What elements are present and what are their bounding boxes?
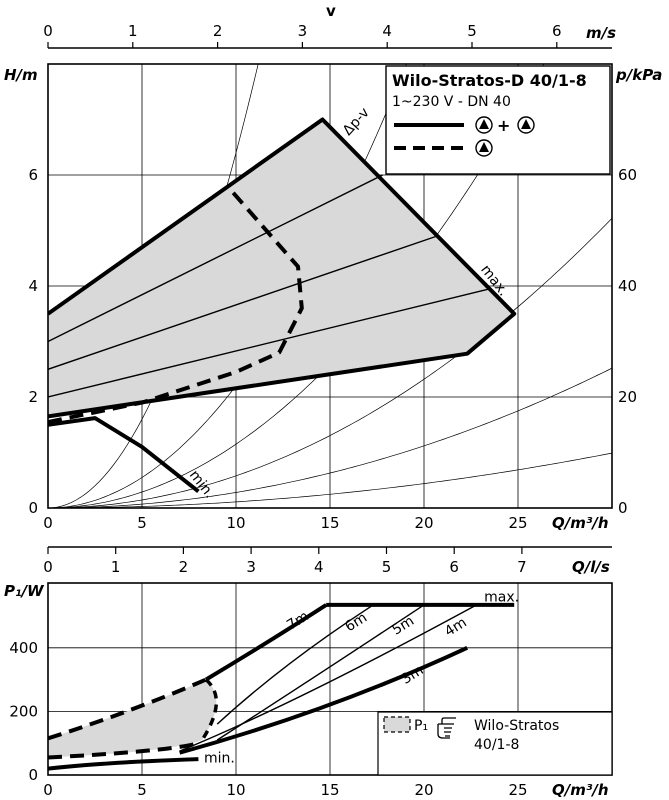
top-xlabel: Q/m³/h [552,514,609,532]
max-envelope-area [48,119,515,417]
series-single-lower [48,741,199,760]
bottom-plot-frame [47,582,613,776]
top-ylabel: H/m [4,66,38,84]
tick-label-y: 6 [28,166,38,184]
series-min [48,757,199,771]
tick-label-x: 25 [508,781,527,799]
plus-sign: + [497,116,510,135]
tick-label-x2: 5 [467,22,477,40]
tick-label-x2: 7 [517,558,527,576]
tick-label-x: 5 [137,781,147,799]
pump-icon [475,116,493,134]
system-curve [48,218,612,508]
single-pump-edge [200,678,219,741]
tick-label-y: 4 [28,277,38,295]
tick-label-x: 20 [414,781,433,799]
top-x2label: m/s [586,24,616,42]
series-p-v-3 [48,288,490,398]
bottom-legend-box [377,711,613,776]
series-3m [179,645,469,755]
series-4m [179,604,477,752]
series-min [48,416,200,493]
series-7m [204,603,328,682]
tick-label-x2: 2 [213,22,223,40]
tick-label-x: 25 [508,514,527,532]
tick-label-x2: 2 [179,558,189,576]
tick-label-y2: 20 [618,388,637,406]
max-envelope-fill [48,119,515,417]
tick-label-x2: 0 [43,22,53,40]
bottom-legend: P₁ Wilo-Stratos 40/1-8 [377,711,613,776]
bottom-chart: 0 5 10 15 20 25 0 200 400 0 1 2 3 4 5 6 7 P₁ Wilo-Strato… [4,546,613,799]
tick-label-x: 10 [226,781,245,799]
annotation-6m: 6m [342,610,370,636]
series-6m [216,604,374,725]
tick-label-x2: 6 [552,22,562,40]
tick-label-x2: 0 [43,558,53,576]
tick-label-x: 15 [320,781,339,799]
tick-label-y2: 0 [618,499,628,517]
annotation-p-v: Δp-v [340,105,373,139]
annotation-max: max. [484,590,519,606]
tick-label-x: 0 [43,514,53,532]
tick-label-y: 400 [9,639,38,657]
tick-label-y2: 40 [618,277,637,295]
pump-icon [475,139,493,157]
system-curve [48,452,612,508]
tick-label-x2: 1 [111,558,121,576]
pump-icon [517,116,535,134]
series-p-v-1 [48,174,383,343]
tick-label-x2: 5 [382,558,392,576]
hand-pointer-icon [437,717,456,739]
tick-label-x: 15 [320,514,339,532]
top-legend: Wilo-Stratos-D 40/1-8 1~230 V - DN 40 + [385,65,611,175]
system-curve [48,367,612,508]
bottom-xlabel: Q/m³/h [552,781,609,799]
series-single-pump [48,190,304,424]
top-y2label: p/kPa [615,66,662,84]
series-max [48,117,517,419]
tick-label-x: 20 [414,514,433,532]
legend-p1: P₁ [414,718,428,734]
annotation-min: min. [204,750,235,766]
legend-subtitle: 1~230 V - DN 40 [392,94,511,110]
tick-label-y: 0 [28,499,38,517]
tick-label-x: 5 [137,514,147,532]
bottom-series [48,602,515,771]
top-series [48,117,517,493]
bottom-ylabel: P₁/W [4,582,45,600]
annotation-4m: 4m [442,615,470,641]
tick-label-x: 10 [226,514,245,532]
tick-label-x2: 6 [449,558,459,576]
legend-pump-name: Wilo-Stratos [474,718,559,734]
top-plot-frame [47,63,613,509]
tick-label-y2: 60 [618,166,637,184]
bottom-x2label: Q/l/s [572,558,610,576]
annotation-5m: 5m [389,613,417,639]
tick-label-x2: 3 [298,22,308,40]
series-p-v-2 [48,235,438,370]
tick-label-x2: 4 [382,22,392,40]
tick-label-x: 0 [43,781,53,799]
tick-label-x2: 3 [246,558,256,576]
legend-pump-model: 40/1-8 [474,737,519,753]
bottom-ticks: 0 5 10 15 20 25 0 200 400 0 1 2 3 4 5 6 7 [9,547,528,799]
tick-label-y: 0 [28,766,38,784]
top-x2title: v [326,2,336,20]
legend-box [385,65,611,175]
single-pump-area [48,679,217,758]
legend-area-swatch [383,716,411,733]
system-curve [48,64,545,508]
legend-title: Wilo-Stratos-D 40/1-8 [392,71,587,90]
tick-label-y: 2 [28,388,38,406]
tick-label-y: 200 [9,702,38,720]
tick-label-x2: 4 [314,558,324,576]
single-pump-fill [48,679,217,758]
tick-label-x2: 1 [128,22,138,40]
